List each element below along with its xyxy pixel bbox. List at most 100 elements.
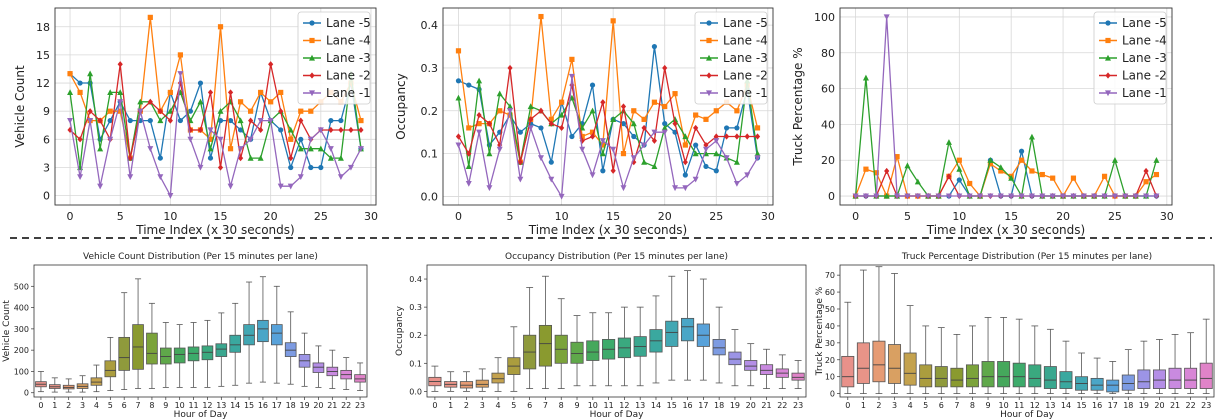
box-body xyxy=(1137,369,1151,389)
data-point xyxy=(527,125,534,132)
x-tick-label: 23 xyxy=(355,401,365,410)
data-point xyxy=(308,164,314,171)
data-point xyxy=(466,82,472,88)
data-point xyxy=(257,154,264,161)
data-point xyxy=(357,146,364,152)
data-point xyxy=(713,108,719,114)
data-point xyxy=(347,164,354,171)
data-point xyxy=(177,52,183,58)
data-point xyxy=(548,159,554,165)
data-point xyxy=(277,183,284,190)
box-6 xyxy=(118,292,130,390)
box-body xyxy=(146,332,158,365)
data-point xyxy=(298,136,304,142)
x-tick-label: 23 xyxy=(1201,401,1211,410)
box-body xyxy=(187,346,200,362)
y-tick-label: 0 xyxy=(828,190,835,203)
data-point xyxy=(207,145,214,152)
data-point xyxy=(682,159,688,166)
data-point xyxy=(496,146,503,153)
data-point xyxy=(297,174,304,181)
data-point xyxy=(641,116,647,122)
y-tick-label: 70 xyxy=(825,271,835,280)
box-body xyxy=(215,343,228,357)
y-tick-label: 200 xyxy=(14,346,29,355)
x-tick-label: 0 xyxy=(845,401,850,410)
data-point xyxy=(1018,157,1025,163)
data-point xyxy=(67,117,74,124)
data-point xyxy=(1080,193,1087,200)
data-point xyxy=(600,99,606,106)
data-point xyxy=(358,117,364,124)
data-point xyxy=(651,129,658,136)
x-tick-label: 3 xyxy=(480,401,485,410)
data-point xyxy=(569,56,575,62)
legend-entry: Lane -5 xyxy=(723,16,768,30)
data-point xyxy=(337,154,344,161)
box-14 xyxy=(1059,340,1073,395)
box-body xyxy=(1090,377,1104,391)
data-point xyxy=(723,133,730,140)
box-7 xyxy=(950,333,964,395)
data-point xyxy=(754,150,761,157)
box-body xyxy=(888,344,902,384)
data-point xyxy=(702,146,709,153)
x-tick-label: 15 xyxy=(606,210,620,223)
data-point xyxy=(147,14,153,20)
data-point xyxy=(873,193,880,200)
data-point xyxy=(1039,193,1046,200)
x-tick-label: 0 xyxy=(67,210,74,223)
chart-title: Occupancy Distribution (Per 15 minutes p… xyxy=(505,252,728,262)
data-point xyxy=(527,103,534,110)
data-point xyxy=(1153,157,1160,163)
x-tick-label: 15 xyxy=(1076,401,1086,410)
data-point xyxy=(904,193,911,200)
box-body xyxy=(118,336,130,371)
legend: Lane -5 Lane -4 Lane -3 Lane -2 Lane -1 xyxy=(297,11,371,105)
box-2 xyxy=(459,371,474,392)
data-point xyxy=(67,89,74,96)
box-6 xyxy=(934,327,948,395)
data-point xyxy=(227,146,234,152)
series-line xyxy=(854,154,1157,198)
data-point xyxy=(630,120,637,127)
box-14 xyxy=(229,302,241,386)
data-point xyxy=(496,90,503,97)
box-body xyxy=(538,324,552,367)
legend-entry: Lane -4 xyxy=(1122,34,1167,48)
box-19 xyxy=(298,332,311,387)
x-tick-label: 20 xyxy=(1154,401,1164,410)
line-chart-2: 0.0 0.1 0.2 0.3 0.4 0 5 10 15 20 25 30 Time Index (x… xyxy=(394,7,775,237)
x-tick-label: 18 xyxy=(286,401,296,410)
y-axis-label: Occupancy xyxy=(394,73,408,140)
data-point xyxy=(217,136,224,143)
data-point xyxy=(117,61,123,68)
data-point xyxy=(599,138,606,144)
plot-frame xyxy=(839,264,1215,398)
data-point xyxy=(227,89,234,96)
x-tick-label: 18 xyxy=(1123,401,1133,410)
x-tick-label: 11 xyxy=(604,401,614,410)
series-line xyxy=(457,67,758,171)
data-point xyxy=(507,64,513,72)
legend-entry: Lane -3 xyxy=(1122,51,1167,65)
data-point xyxy=(1008,174,1015,181)
data-point xyxy=(1028,193,1035,200)
y-tick-label: 40 xyxy=(821,118,835,131)
x-tick-label: 10 xyxy=(175,401,185,410)
data-point xyxy=(925,193,932,200)
data-point xyxy=(517,176,524,183)
data-point xyxy=(589,107,596,114)
box-21 xyxy=(759,348,774,389)
x-tick-label: 20 xyxy=(1056,210,1070,223)
y-tick-label: 50 xyxy=(825,305,835,314)
x-tick-label: 17 xyxy=(272,401,282,410)
y-tick-label: 0.2 xyxy=(409,331,422,340)
data-point xyxy=(1039,171,1045,178)
data-point xyxy=(237,154,244,162)
data-point xyxy=(904,162,911,169)
data-point xyxy=(862,74,869,81)
data-point xyxy=(672,120,678,127)
data-point xyxy=(744,133,750,140)
